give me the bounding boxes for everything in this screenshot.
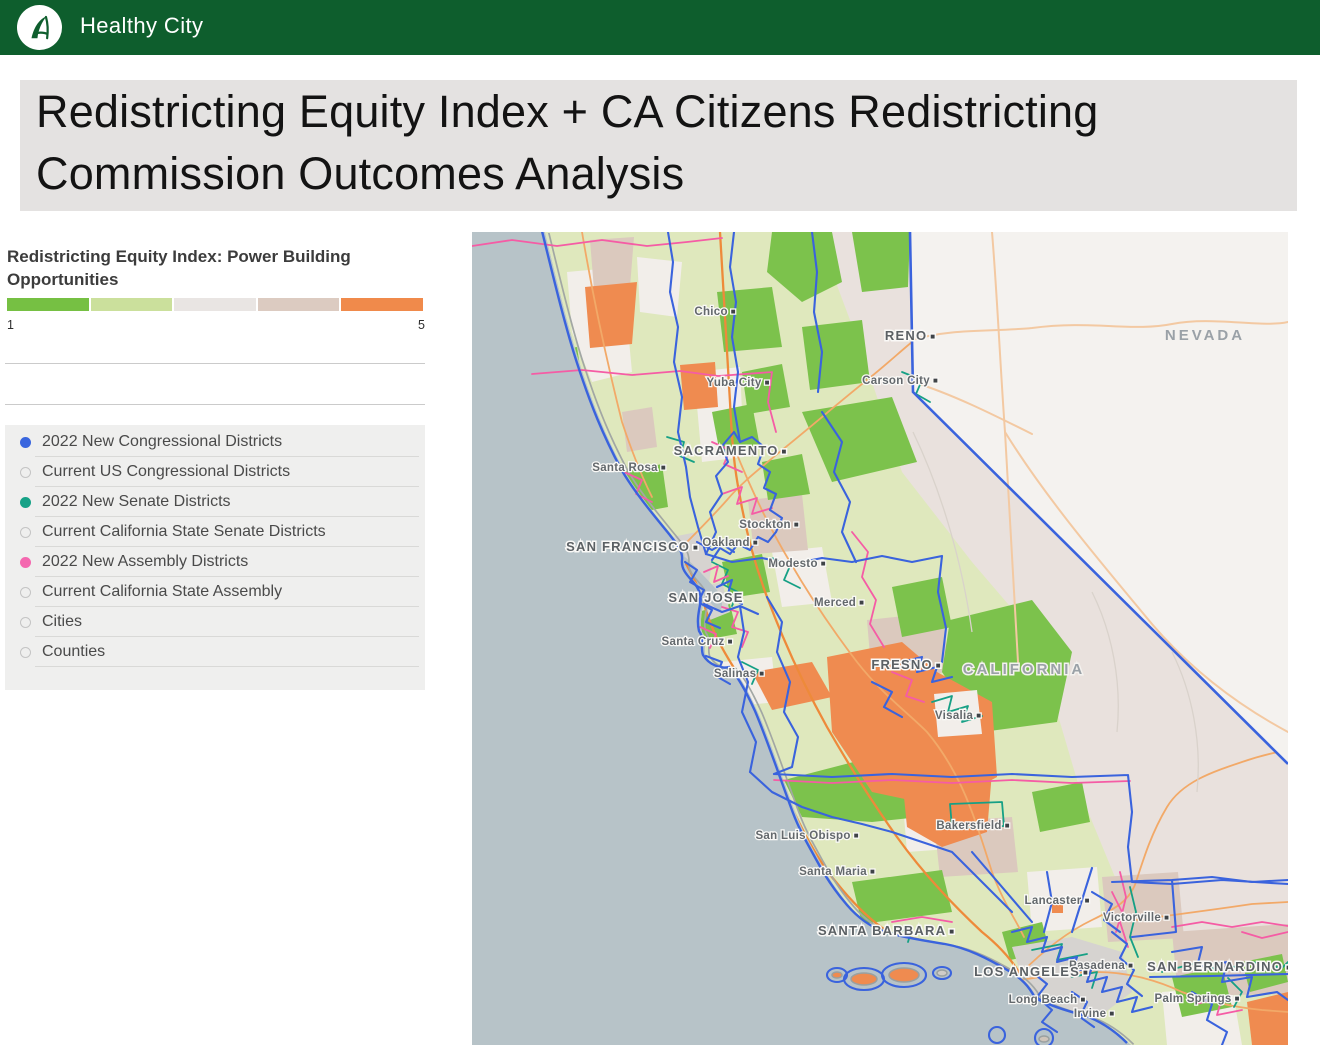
map-label: SACRAMENTO ■ <box>674 443 787 458</box>
map-label: SANTA BARBARA ■ <box>818 923 954 938</box>
layer-item-label: 2022 New Congressional Districts <box>42 433 283 450</box>
layer-item-label: 2022 New Senate Districts <box>42 493 231 510</box>
layer-radio[interactable] <box>20 466 31 478</box>
map-label: LOS ANGELES ■ <box>974 964 1088 979</box>
layer-radio[interactable] <box>20 556 31 568</box>
map-label: Santa Cruz ■ <box>662 636 733 648</box>
map-label: Long Beach ■ <box>1009 994 1086 1006</box>
layer-radio[interactable] <box>20 586 31 598</box>
congressional-district-lines <box>666 232 1288 1045</box>
legend-max-label: 5 <box>418 318 425 332</box>
map-label: Chico ■ <box>694 306 735 318</box>
layer-item-label: Current California State Senate District… <box>42 523 326 540</box>
layer-item-label: Counties <box>42 643 106 660</box>
map-label: SAN JOSE <box>668 590 743 605</box>
logo-glyph-icon <box>31 15 49 39</box>
sidebar-divider <box>5 404 425 405</box>
legend-swatch-2 <box>90 298 173 311</box>
sidebar-divider <box>5 363 425 364</box>
map-label: Lancaster ■ <box>1025 895 1090 907</box>
map-label: RENO ■ <box>885 328 935 343</box>
map-canvas: NEVADA CALIFORNIA RENO ■ Carson City ■ Chico ■ Y… <box>472 232 1288 1045</box>
map-labels: NEVADA CALIFORNIA RENO ■ Carson City ■ Chico ■ Y… <box>565 305 1288 1022</box>
legend-swatch-5 <box>341 298 423 311</box>
app-name: Healthy City <box>80 13 204 38</box>
map-label: CALIFORNIA <box>963 661 1086 678</box>
map-label: SAN BERNARDINO■ <box>1147 959 1288 974</box>
map-label: Oakland ■ <box>702 537 757 549</box>
layer-item-current-us-congressional[interactable]: Current US Congressional Districts <box>5 457 425 487</box>
layer-item-current-assembly[interactable]: Current California State Assembly <box>5 577 425 607</box>
ocean <box>472 232 1132 1045</box>
map-label: Yuba City ■ <box>707 377 770 389</box>
layer-radio[interactable] <box>20 526 31 538</box>
layer-item-label: Current US Congressional Districts <box>42 463 291 480</box>
layer-item-new-assembly[interactable]: 2022 New Assembly Districts <box>5 547 425 577</box>
map-label: Palm Springs ■ <box>1155 993 1240 1005</box>
layer-item-label: Cities <box>42 613 83 630</box>
legend-swatch-1 <box>7 298 89 311</box>
page-title-block: Redistricting Equity Index + CA Citizens… <box>20 80 1297 211</box>
map-label: Santa Maria ■ <box>799 866 875 878</box>
layer-item-new-senate[interactable]: 2022 New Senate Districts <box>5 487 425 517</box>
map-label: Santa Rosa ■ <box>592 462 666 474</box>
map-label: San Luis Obispo ■ <box>755 830 858 842</box>
map-label: FRESNO ■ <box>871 657 940 672</box>
app-header: Healthy City <box>0 0 1320 55</box>
map-label: Modesto ■ <box>768 558 825 570</box>
legend-heading: Redistricting Equity Index: Power Buildi… <box>7 247 351 289</box>
healthy-city-logo-icon[interactable] <box>17 5 62 50</box>
layer-radio[interactable] <box>20 616 31 628</box>
channel-islands <box>831 967 1050 1043</box>
legend-min-label: 1 <box>7 318 14 332</box>
layer-radio[interactable] <box>20 436 31 448</box>
map-label: Salinas ■ <box>714 668 764 680</box>
layer-item-label: 2022 New Assembly Districts <box>42 553 249 570</box>
map-label: Irvine ■ <box>1074 1008 1114 1020</box>
california-map[interactable]: NEVADA CALIFORNIA RENO ■ Carson City ■ Chico ■ Y… <box>472 232 1288 1045</box>
layer-item-label: Current California State Assembly <box>42 583 283 600</box>
layer-item-current-senate[interactable]: Current California State Senate District… <box>5 517 425 547</box>
map-label: Visalia ■ <box>935 710 981 722</box>
map-label: Stockton ■ <box>739 519 799 531</box>
state-border <box>541 232 1288 1044</box>
layer-item-counties[interactable]: Counties <box>5 637 425 667</box>
layer-item-new-congressional[interactable]: 2022 New Congressional Districts <box>5 427 425 457</box>
layer-list: 2022 New Congressional Districts Current… <box>5 425 425 690</box>
page-title: Redistricting Equity Index + CA Citizens… <box>36 86 1099 199</box>
legend-swatch-4 <box>257 298 340 311</box>
map-label: Merced ■ <box>814 597 864 609</box>
legend-color-ramp <box>7 298 423 311</box>
map-label: SAN FRANCISCO ■ <box>566 539 698 554</box>
map-label: Victorville ■ <box>1103 912 1169 924</box>
map-label: Carson City ■ <box>862 375 938 387</box>
layer-radio[interactable] <box>20 496 31 508</box>
layer-radio[interactable] <box>20 646 31 658</box>
map-label: Pasadena ■ <box>1069 960 1133 972</box>
map-label: Bakersfield ■ <box>936 820 1009 832</box>
legend-swatch-3 <box>174 298 256 311</box>
map-label: NEVADA <box>1165 327 1245 344</box>
layer-item-cities[interactable]: Cities <box>5 607 425 637</box>
nevada-roads <box>911 232 1288 733</box>
